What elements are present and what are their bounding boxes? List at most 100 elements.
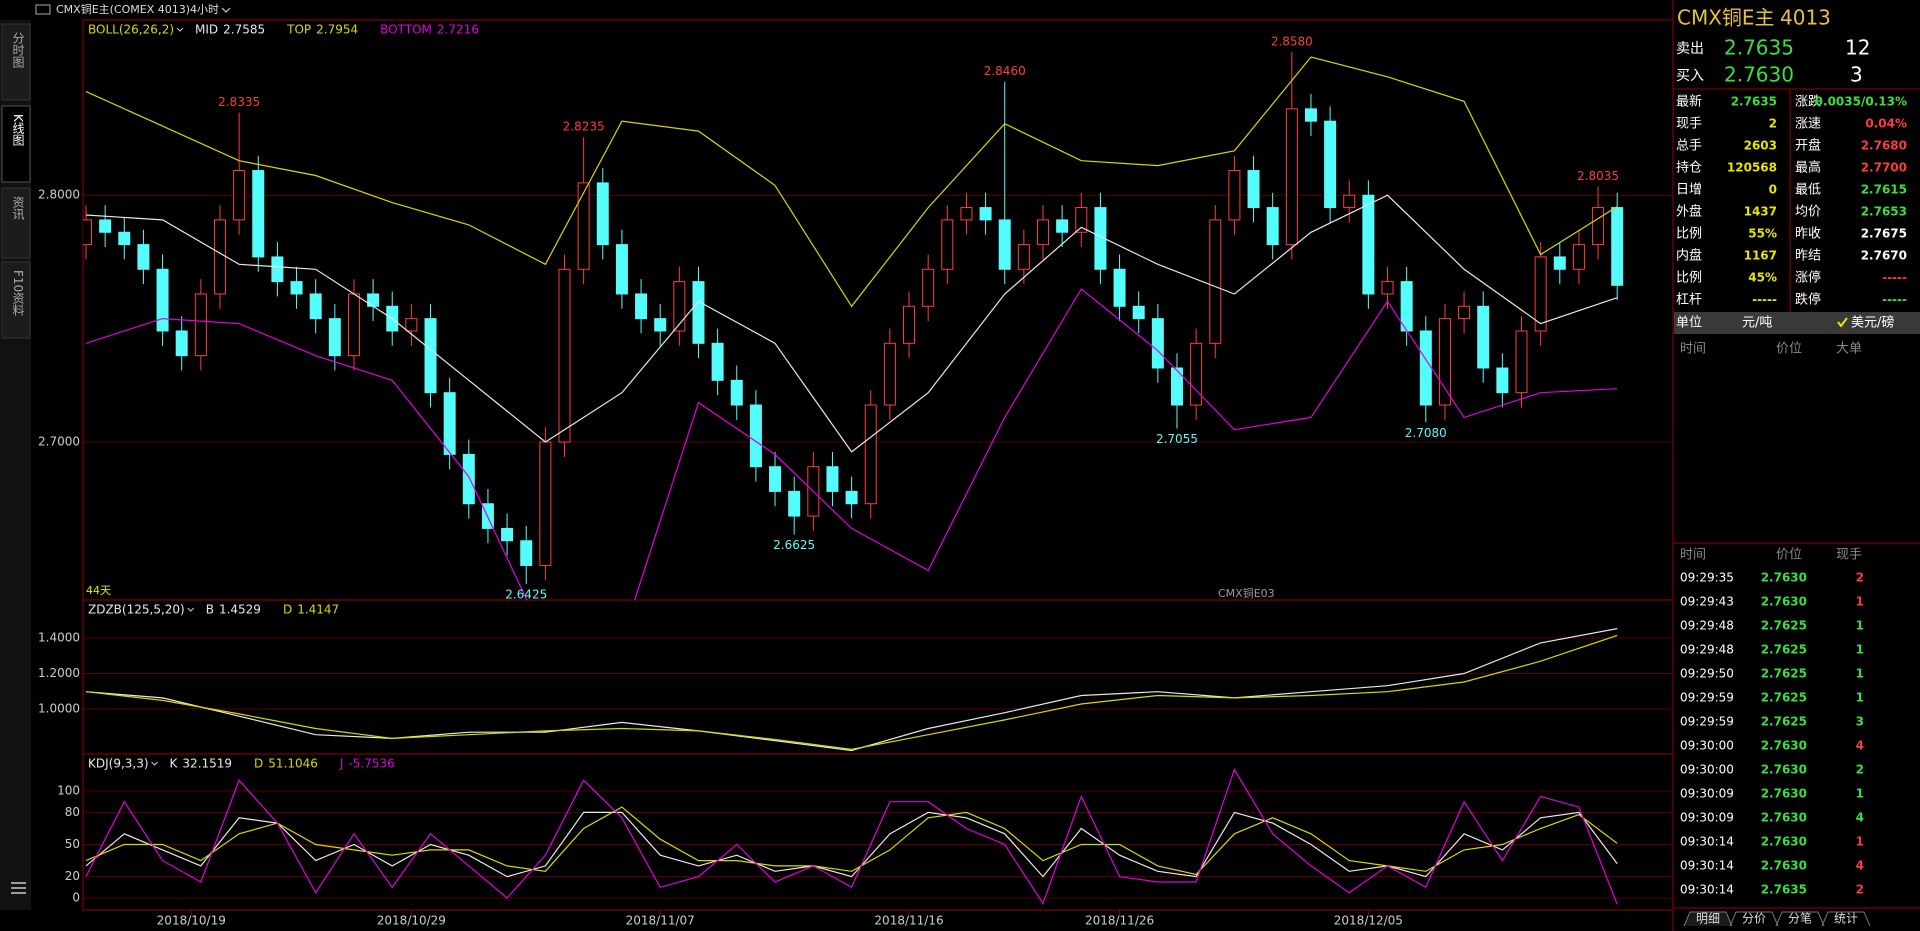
tab-outline[interactable] (1729, 911, 1779, 927)
trade-volume: 4 (1856, 811, 1864, 825)
bid-label: 买入 (1676, 68, 1704, 84)
col-header: 时间 (1680, 548, 1706, 563)
x-tick-label: 2018/11/26 (1085, 914, 1154, 928)
trade-price: 2.7625 (1761, 691, 1807, 705)
tab[interactable] (1, 261, 31, 339)
tab-label[interactable]: K线图 (11, 114, 25, 146)
tab-label[interactable]: 明细 (1696, 912, 1720, 926)
candle-body (252, 170, 265, 258)
unit-value[interactable]: 元/吨 (1742, 316, 1772, 331)
legend-name: J (339, 757, 344, 771)
trade-time: 09:30:00 (1680, 739, 1734, 753)
candle-body (1381, 281, 1394, 295)
candle-body (1438, 318, 1451, 406)
tab-outline[interactable] (1821, 911, 1871, 927)
stat-value: ----- (1752, 293, 1777, 307)
indicator-title: ZDZB(125,5,20) (88, 603, 185, 617)
candle-body (558, 268, 571, 443)
window-icon[interactable] (35, 4, 51, 15)
candle-body (826, 466, 839, 492)
tab-label[interactable]: 资讯 (11, 196, 25, 221)
y-tick-label: 80 (65, 805, 80, 819)
stat-label: 内盘 (1676, 248, 1702, 264)
tab-label[interactable]: 分价 (1742, 912, 1766, 926)
tab-label[interactable]: F10资料 (11, 270, 25, 316)
stat-label: 均价 (1795, 205, 1821, 220)
legend-value: -5.7536 (348, 757, 394, 771)
y-tick-label: 1.0000 (38, 701, 80, 715)
trade-volume: 1 (1856, 787, 1864, 801)
unit-label: 单位 (1676, 316, 1702, 331)
quote-title: CMX铜E主 (1677, 6, 1775, 30)
legend-name: MID (195, 23, 218, 37)
stat-label: 持仓 (1676, 161, 1702, 176)
candle-body (998, 219, 1011, 270)
candle-body (941, 219, 954, 270)
trade-price: 2.7625 (1761, 619, 1807, 633)
trade-volume: 3 (1856, 715, 1864, 729)
candle-body (1611, 207, 1624, 286)
legend-name: BOTTOM (380, 23, 432, 37)
trade-time: 09:29:59 (1680, 691, 1734, 705)
candle-body (213, 219, 226, 295)
tab-label[interactable]: 分时图 (11, 32, 25, 68)
tab[interactable] (1, 187, 31, 259)
extreme-label: 2.8035 (1577, 169, 1619, 183)
candle-body (1132, 305, 1145, 320)
stat-label: 杠杆 (1676, 292, 1702, 308)
candle-body (1094, 207, 1107, 270)
stat-label: 比例 (1676, 271, 1702, 286)
tab-outline[interactable] (1775, 911, 1825, 927)
extreme-label: 2.6625 (773, 538, 815, 552)
tab-label[interactable]: 分笔 (1788, 911, 1812, 926)
candle-body (788, 490, 801, 517)
candle-body (1553, 256, 1566, 270)
trade-volume: 1 (1856, 619, 1864, 633)
candle-body (1419, 330, 1432, 406)
trade-time: 09:29:35 (1680, 571, 1734, 585)
stat-value: 0 (1769, 183, 1777, 197)
candle-body (692, 281, 705, 344)
annotation: 44天 (86, 584, 111, 597)
candle-body (309, 293, 322, 320)
y-tick-label: 2.7000 (38, 435, 80, 449)
candle-body (1343, 194, 1356, 209)
unit-alt[interactable]: 美元/磅 (1851, 315, 1894, 331)
trade-volume: 4 (1856, 859, 1864, 873)
legend-name: TOP (286, 23, 311, 37)
stat-label: 比例 (1676, 227, 1702, 242)
stat-value: 2603 (1744, 139, 1777, 153)
legend-value: 2.7216 (437, 23, 479, 37)
candle-body (118, 231, 131, 246)
menu-icon[interactable] (11, 882, 26, 894)
tab-active[interactable] (1, 105, 31, 183)
trade-time: 09:29:48 (1680, 643, 1734, 657)
indicator-chevron (151, 761, 158, 766)
candle-body (290, 281, 303, 295)
candle-body (960, 207, 973, 221)
candle-body (156, 268, 169, 332)
indicator-title: BOLL(26,26,2) (88, 23, 174, 37)
quote-code: 4013 (1780, 6, 1831, 30)
stat-label: 日增 (1676, 183, 1702, 198)
tab-outline[interactable] (1683, 911, 1733, 927)
candle-body (194, 293, 207, 357)
stat-value: 0.04% (1865, 117, 1907, 131)
candle-body (769, 466, 782, 492)
period[interactable]: 4小时 (190, 3, 219, 16)
indicator-line (85, 194, 1618, 453)
stat-label: 现手 (1676, 117, 1702, 132)
tab[interactable] (1, 23, 31, 101)
trade-time: 09:29:43 (1680, 595, 1734, 609)
indicator-chevron (176, 27, 184, 32)
col-header: 现手 (1836, 548, 1862, 563)
tab-label[interactable]: 统计 (1834, 912, 1858, 926)
candle-body (1534, 256, 1547, 332)
candle-body (443, 392, 456, 455)
col-header: 大单 (1836, 342, 1862, 357)
stat-value: 2 (1769, 117, 1777, 131)
period-chevron[interactable] (221, 7, 231, 13)
legend-name: B (206, 603, 214, 617)
candle-body (1209, 219, 1222, 344)
panel (83, 628, 1673, 752)
